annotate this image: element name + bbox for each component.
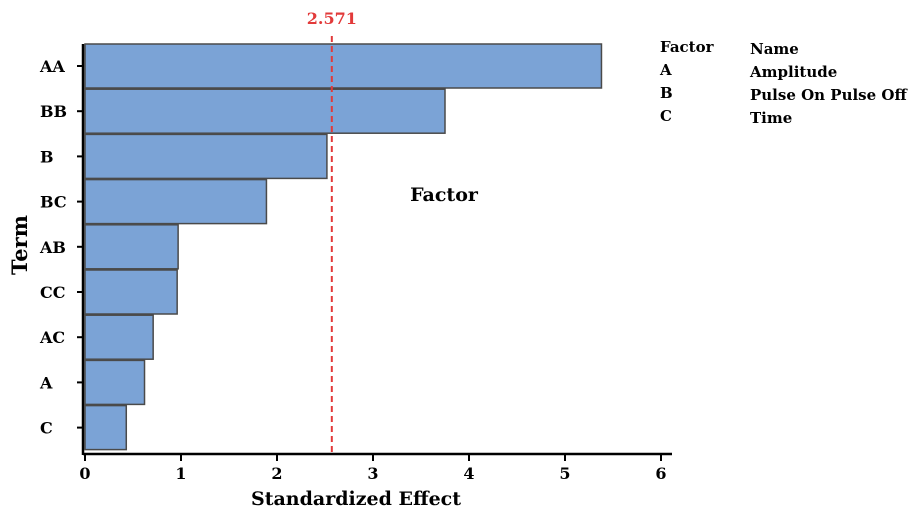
x-ticks-group: 0 1 2 3 4 5 6 — [79, 454, 667, 483]
legend-header-name: Name — [750, 40, 799, 58]
x-tick-label-4: 4 — [463, 464, 474, 483]
bar-bb — [84, 88, 446, 134]
chart-annotation: Factor — [410, 184, 479, 206]
x-tick-label-6: 6 — [655, 464, 666, 483]
y-tick-label-ab: AB — [39, 238, 66, 257]
bars-group — [84, 43, 603, 451]
x-tick-label-1: 1 — [175, 464, 186, 483]
bar-c — [84, 404, 128, 451]
legend-header-factor: Factor — [660, 38, 714, 56]
y-tick-label-a: A — [39, 373, 53, 392]
x-tick-label-5: 5 — [559, 464, 570, 483]
x-axis-label: Standardized Effect — [251, 488, 461, 510]
bar-b — [84, 133, 328, 180]
reference-line-label: 2.571 — [307, 9, 357, 28]
legend-name-a: Amplitude — [750, 63, 838, 81]
x-tick-label-3: 3 — [367, 464, 378, 483]
y-tick-label-ac: AC — [39, 328, 65, 347]
legend-factor-c: C — [660, 107, 672, 125]
y-tick-label-cc: CC — [40, 283, 65, 302]
y-axis-label: Term — [7, 215, 32, 275]
bar-ac — [84, 314, 154, 360]
y-tick-label-aa: AA — [39, 57, 65, 76]
x-tick-label-2: 2 — [271, 464, 282, 483]
y-tick-label-c: C — [40, 419, 53, 438]
factor-name-legend: Name Amplitude Pulse On Pulse Off Time — [750, 38, 907, 130]
legend-name-c: Time — [750, 109, 793, 127]
y-tick-label-bc: BC — [40, 193, 67, 212]
legend-name-b: Pulse On Pulse Off — [750, 86, 907, 104]
legend-factor-b: B — [660, 84, 673, 102]
y-tick-label-b: B — [40, 147, 54, 166]
bar-aa — [84, 43, 603, 89]
legend-factor-a: A — [660, 61, 672, 79]
bar-bc — [84, 178, 268, 225]
factor-legend: Factor A B C — [660, 36, 714, 128]
bar-a — [84, 359, 146, 406]
x-tick-label-0: 0 — [79, 464, 90, 483]
bar-cc — [84, 269, 178, 315]
bar-ab — [84, 224, 179, 270]
y-tick-label-bb: BB — [40, 102, 67, 121]
